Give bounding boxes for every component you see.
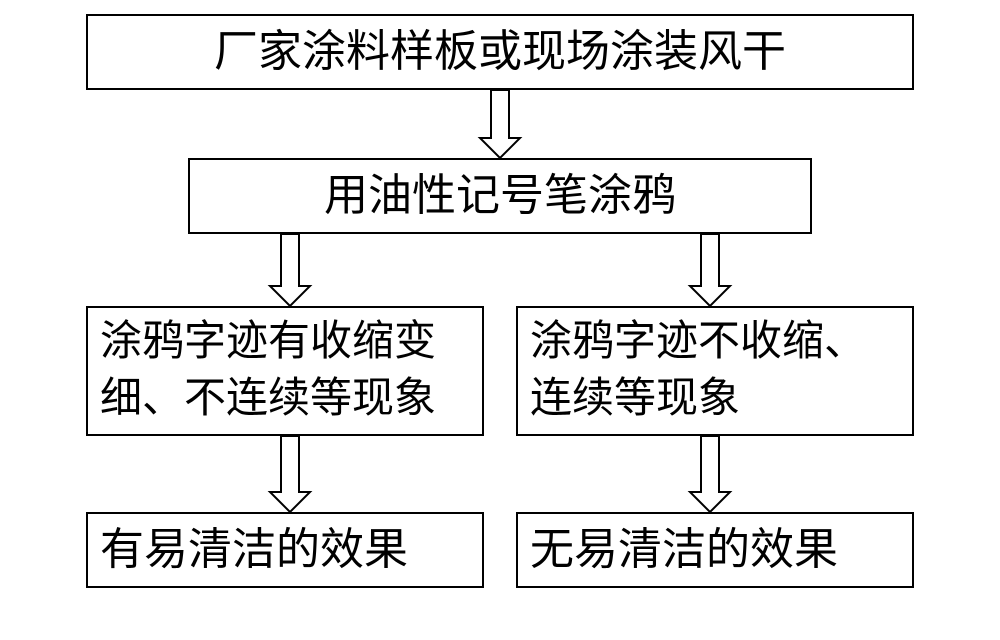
- arrow-n1-n2: [480, 90, 520, 158]
- arrow-n2-n3: [270, 234, 310, 306]
- arrow-n2-n4: [690, 234, 730, 306]
- node-shrinks-discontinuous: 涂鸦字迹有收缩变细、不连续等现象: [86, 306, 484, 436]
- node-label: 厂家涂料样板或现场涂装风干: [214, 22, 786, 81]
- node-label: 涂鸦字迹有收缩变细、不连续等现象: [100, 314, 470, 427]
- node-label: 有易清洁的效果: [100, 520, 408, 579]
- node-marker-scribble: 用油性记号笔涂鸦: [188, 158, 812, 234]
- node-not-easy-clean: 无易清洁的效果: [516, 512, 914, 588]
- node-label: 无易清洁的效果: [530, 520, 838, 579]
- node-easy-clean: 有易清洁的效果: [86, 512, 484, 588]
- node-no-shrink-continuous: 涂鸦字迹不收缩、连续等现象: [516, 306, 914, 436]
- node-label: 涂鸦字迹不收缩、连续等现象: [530, 314, 900, 427]
- node-sample-prep: 厂家涂料样板或现场涂装风干: [86, 14, 914, 90]
- arrow-n4-n6: [690, 436, 730, 512]
- arrow-n3-n5: [270, 436, 310, 512]
- node-label: 用油性记号笔涂鸦: [324, 166, 676, 225]
